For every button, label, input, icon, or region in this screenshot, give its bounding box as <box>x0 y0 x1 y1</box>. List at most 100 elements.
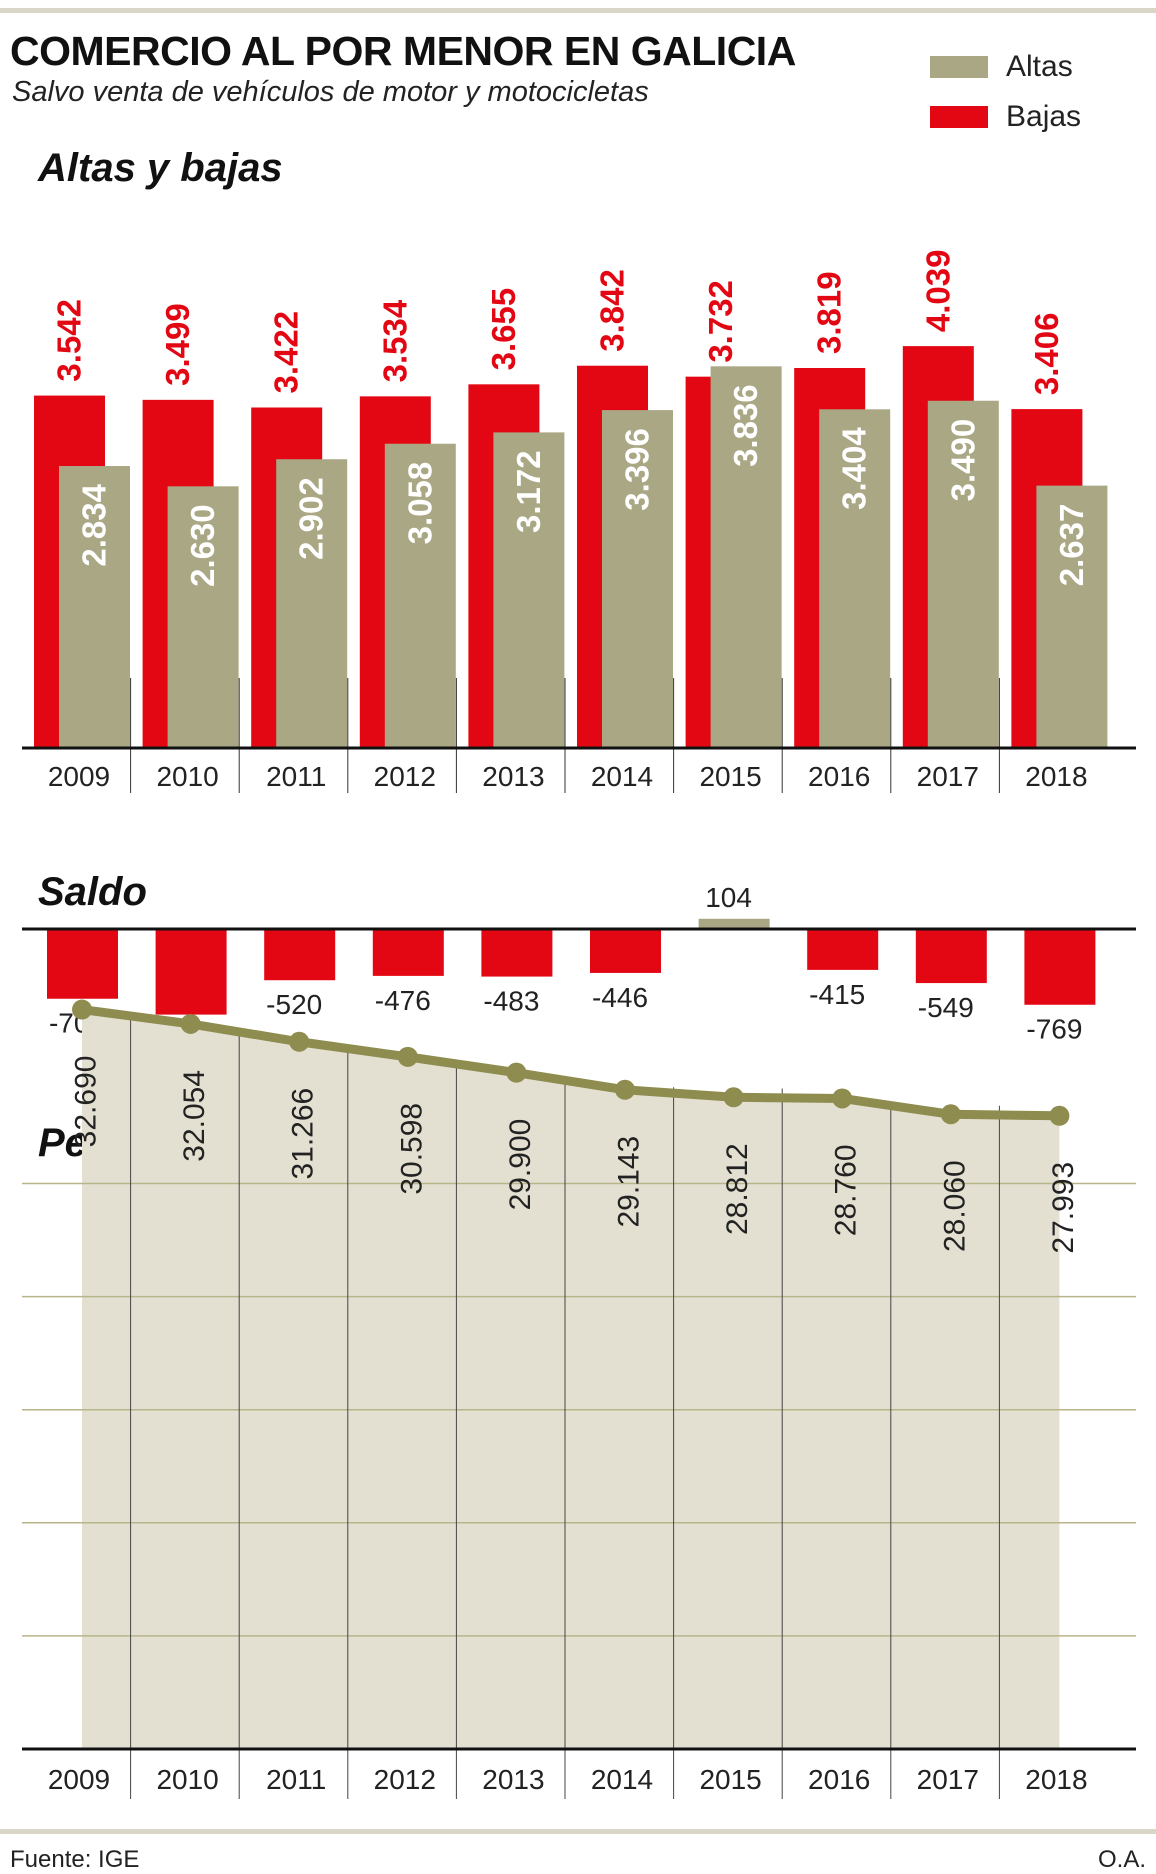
label-altas-2010: 2.630 <box>184 504 221 587</box>
x-tick-altas-bajas-2014: 2014 <box>591 761 653 792</box>
label-altas-2016: 3.404 <box>836 427 873 510</box>
x-tick-altas-bajas-2015: 2015 <box>699 761 761 792</box>
bar-altas-2015 <box>710 366 782 748</box>
source-note: Fuente: IGE <box>10 1846 140 1873</box>
point-permanencia-2012 <box>397 1046 418 1067</box>
x-tick-permanencia-2014: 2014 <box>591 1764 653 1795</box>
bar-saldo-2009 <box>47 929 118 999</box>
top-rule <box>0 8 1156 13</box>
label-altas-2012: 3.058 <box>401 462 438 545</box>
bar-saldo-2018 <box>1024 929 1096 1005</box>
label-bajas-2017: 4.039 <box>919 250 956 333</box>
point-permanencia-2009 <box>72 999 92 1020</box>
label-altas-2013: 3.172 <box>510 450 547 533</box>
x-tick-altas-bajas-2017: 2017 <box>917 761 979 792</box>
bar-altas-2011 <box>276 459 348 748</box>
x-tick-permanencia-2013: 2013 <box>482 1764 544 1795</box>
x-tick-permanencia-2015: 2015 <box>699 1764 761 1795</box>
label-permanencia-2010: 32.054 <box>178 1070 211 1162</box>
label-saldo-2014: -446 <box>592 982 648 1013</box>
label-permanencia-2009: 32.690 <box>70 1056 103 1148</box>
label-saldo-2017: -549 <box>918 992 974 1023</box>
label-permanencia-2012: 30.598 <box>395 1103 428 1195</box>
label-saldo-2013: -483 <box>483 986 539 1017</box>
label-bajas-2014: 3.842 <box>594 269 631 352</box>
bar-saldo-2011 <box>264 929 336 981</box>
legend: Altas Bajas <box>930 42 1081 142</box>
label-altas-2014: 3.396 <box>619 428 656 511</box>
bar-saldo-2013 <box>481 929 553 977</box>
label-permanencia-2015: 28.812 <box>721 1143 754 1235</box>
label-altas-2018: 2.637 <box>1053 504 1090 587</box>
legend-swatch-bajas <box>930 106 988 128</box>
label-bajas-2012: 3.534 <box>376 299 413 382</box>
permanencia-line <box>77 1005 1064 1121</box>
point-permanencia-2017 <box>940 1104 961 1125</box>
label-permanencia-2013: 29.900 <box>504 1119 537 1211</box>
label-bajas-2011: 3.422 <box>268 311 305 394</box>
bar-saldo-2016 <box>807 929 879 970</box>
label-permanencia-2018: 27.993 <box>1047 1162 1080 1254</box>
label-bajas-2013: 3.655 <box>485 288 522 371</box>
bar-altas-2012 <box>384 443 456 748</box>
x-tick-permanencia-2009: 2009 <box>48 1764 110 1795</box>
label-altas-2015: 3.836 <box>727 384 764 467</box>
section-title-altas-bajas: Altas y bajas <box>38 146 283 190</box>
point-permanencia-2013 <box>506 1062 527 1083</box>
x-tick-altas-bajas-2012: 2012 <box>374 761 436 792</box>
x-tick-permanencia-2017: 2017 <box>917 1764 979 1795</box>
bar-altas-2017 <box>927 400 999 748</box>
point-permanencia-2014 <box>615 1079 635 1100</box>
x-tick-altas-bajas-2010: 2010 <box>156 761 218 792</box>
x-tick-permanencia-2012: 2012 <box>374 1764 436 1795</box>
label-altas-2011: 2.902 <box>293 477 330 560</box>
label-permanencia-2014: 29.143 <box>613 1136 646 1228</box>
label-saldo-2016: -415 <box>809 979 865 1010</box>
label-bajas-2009: 3.542 <box>51 299 88 382</box>
label-saldo-2011: -520 <box>266 989 322 1020</box>
point-permanencia-2018 <box>1049 1105 1070 1126</box>
bar-saldo-2015 <box>698 918 770 929</box>
bar-saldo-2010 <box>155 929 227 1015</box>
legend-label-bajas: Bajas <box>1006 100 1082 133</box>
bar-altas-2018 <box>1036 485 1108 748</box>
label-permanencia-2017: 28.060 <box>938 1160 971 1252</box>
bar-altas-2009 <box>59 466 130 748</box>
x-tick-altas-bajas-2009: 2009 <box>48 761 110 792</box>
label-saldo-2015: 104 <box>705 882 752 913</box>
author-credit: O.A. <box>1097 1846 1146 1873</box>
x-tick-permanencia-2016: 2016 <box>808 1764 870 1795</box>
label-permanencia-2016: 28.760 <box>830 1144 863 1236</box>
x-tick-permanencia-2010: 2010 <box>156 1764 218 1795</box>
bar-altas-2013 <box>493 432 565 748</box>
permanencia-area <box>82 1009 1060 1749</box>
legend-swatch-altas <box>930 56 988 78</box>
bar-saldo-2014 <box>590 929 661 973</box>
label-saldo-2018: -769 <box>1026 1014 1082 1045</box>
bar-altas-2010 <box>167 486 239 748</box>
x-tick-permanencia-2011: 2011 <box>266 1764 326 1795</box>
point-permanencia-2010 <box>180 1013 201 1034</box>
bottom-rule <box>0 1829 1156 1834</box>
chart-title: COMERCIO AL POR MENOR EN GALICIA <box>10 28 796 74</box>
x-tick-permanencia-2018: 2018 <box>1025 1764 1087 1795</box>
bar-altas-2014 <box>602 410 673 748</box>
label-bajas-2010: 3.499 <box>159 303 196 386</box>
legend-item-bajas: Bajas <box>930 92 1081 142</box>
label-bajas-2018: 3.406 <box>1028 313 1065 396</box>
x-tick-altas-bajas-2016: 2016 <box>808 761 870 792</box>
section-title-saldo: Saldo <box>38 870 147 914</box>
point-permanencia-2015 <box>723 1087 744 1108</box>
bar-saldo-2017 <box>915 929 987 984</box>
label-permanencia-2011: 31.266 <box>287 1088 320 1180</box>
x-tick-altas-bajas-2018: 2018 <box>1025 761 1087 792</box>
label-bajas-2015: 3.732 <box>702 280 739 363</box>
bar-altas-2016 <box>819 409 891 748</box>
chart-subtitle: Salvo venta de vehículos de motor y moto… <box>12 76 649 108</box>
point-permanencia-2016 <box>832 1088 853 1109</box>
label-bajas-2016: 3.819 <box>811 271 848 354</box>
x-tick-altas-bajas-2013: 2013 <box>482 761 544 792</box>
label-altas-2009: 2.834 <box>76 483 113 566</box>
bar-saldo-2012 <box>372 929 444 976</box>
